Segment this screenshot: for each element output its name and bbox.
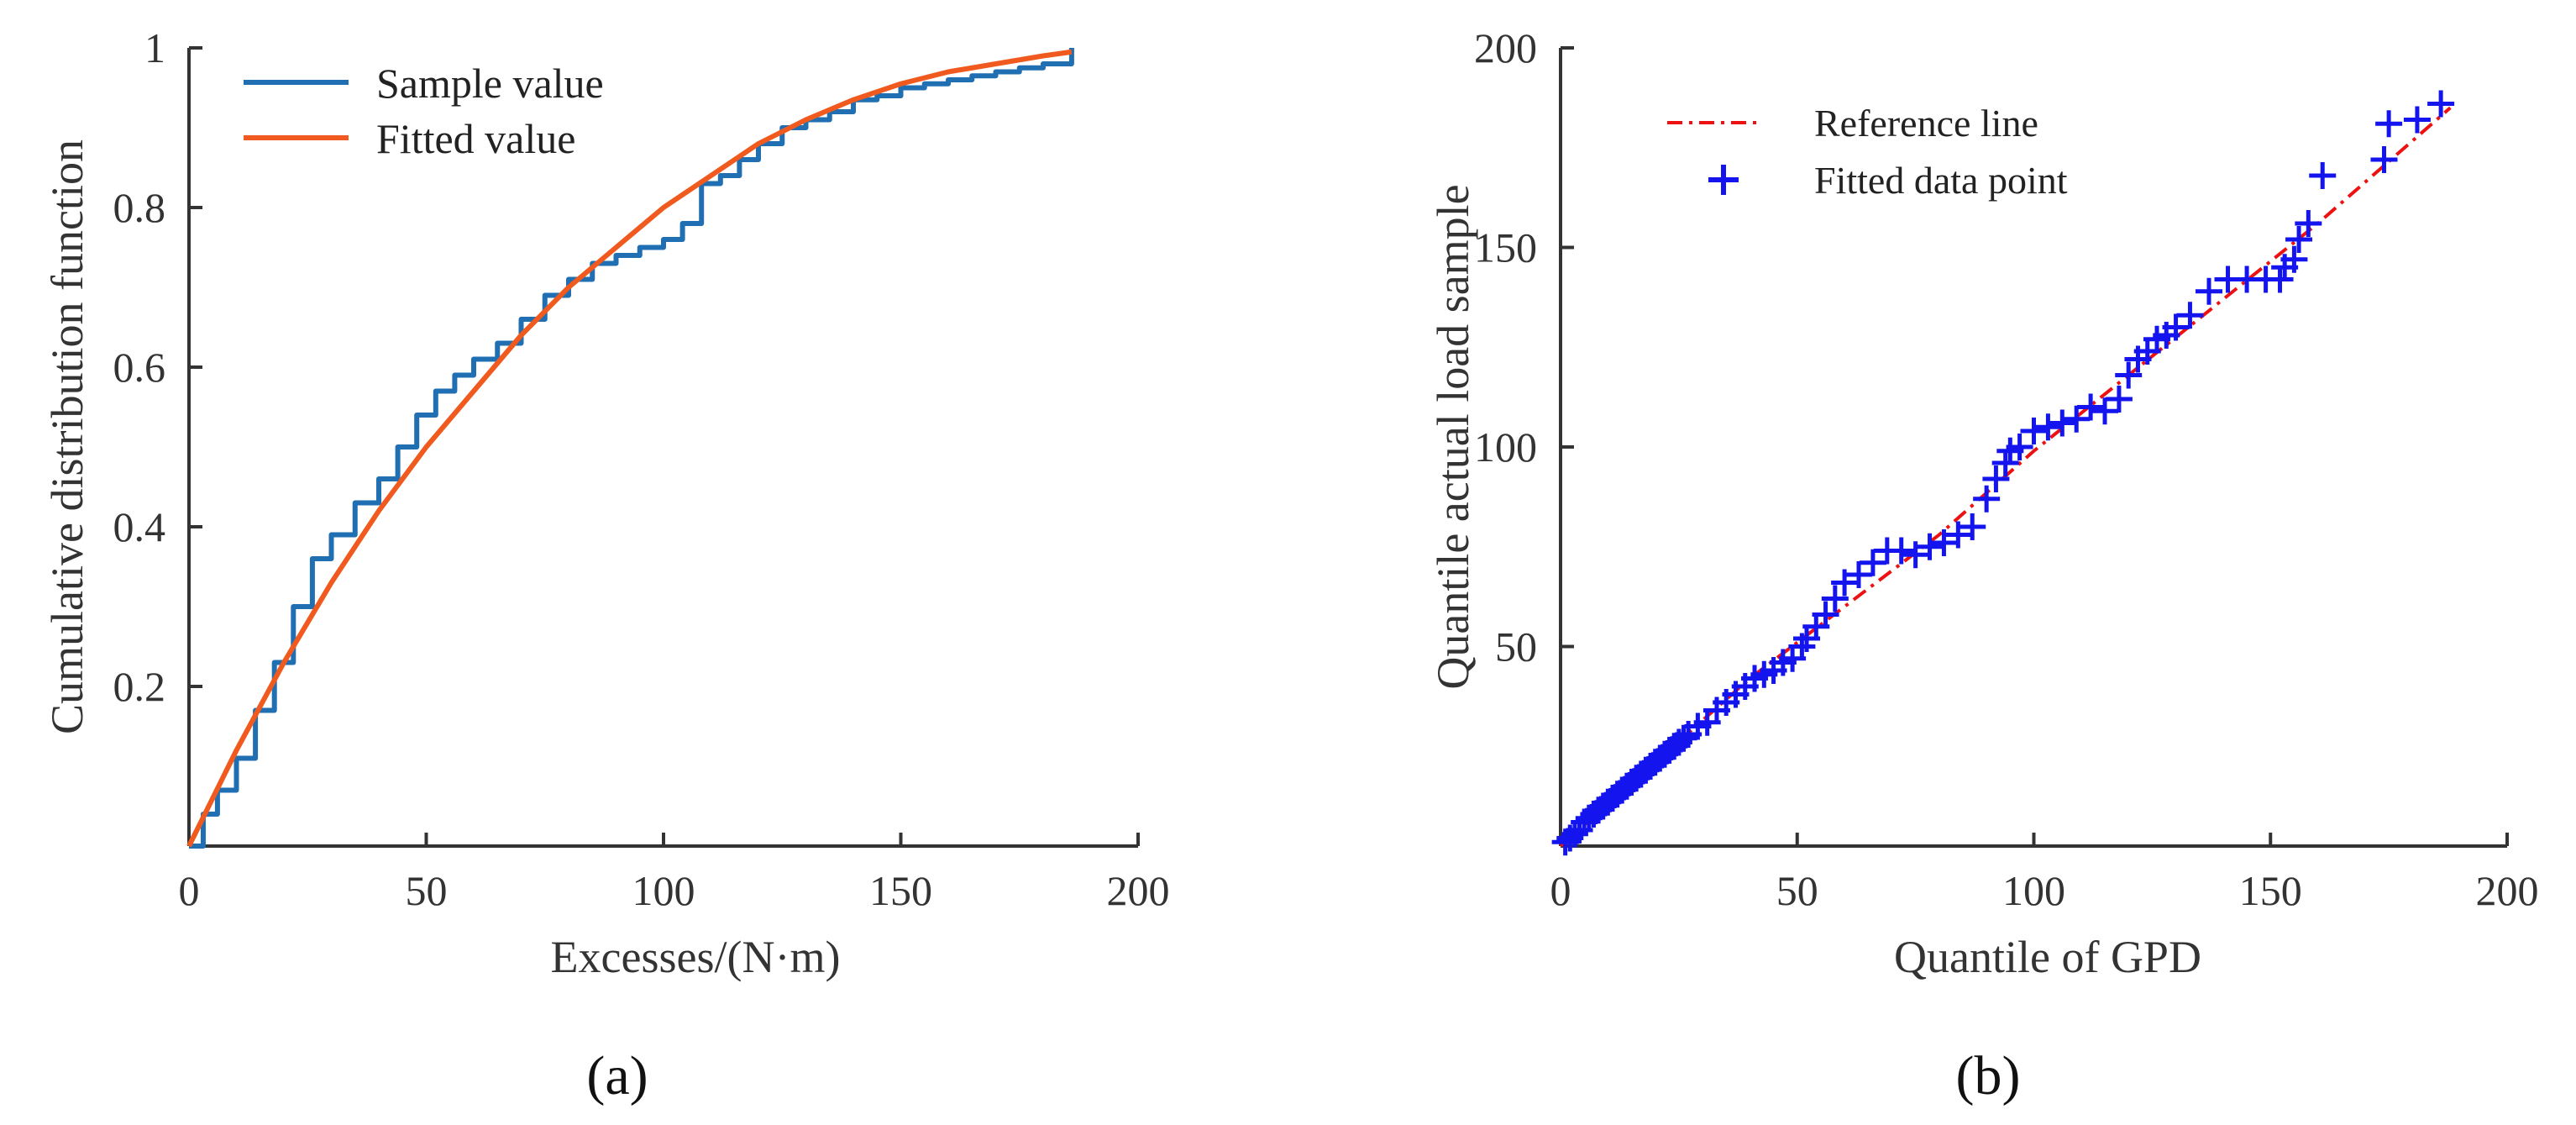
chart-b-ytick-label: 50 bbox=[1495, 623, 1537, 670]
chart-b-data-point bbox=[1982, 465, 2010, 492]
chart-a-xtick-label: 0 bbox=[179, 867, 200, 914]
chart-b-data-point bbox=[1916, 533, 1944, 560]
chart-b-data-point bbox=[1831, 569, 1859, 597]
chart-b-legend-label-reference: Reference line bbox=[1814, 102, 2038, 145]
chart-b-data-point bbox=[1973, 485, 2001, 513]
chart-a-ytick-label: 1 bbox=[144, 24, 165, 71]
chart-b-data-point bbox=[1670, 724, 1697, 752]
chart-b-data-point bbox=[1887, 537, 1915, 565]
chart-b-ytick-label: 150 bbox=[1474, 224, 1537, 271]
chart-a-legend: Sample value Fitted value bbox=[244, 60, 604, 162]
chart-b-data-point bbox=[2115, 361, 2143, 389]
chart-b-data-point bbox=[1944, 521, 1972, 549]
chart-a-ytick-label: 0.2 bbox=[113, 663, 166, 710]
chart-b-data-point bbox=[2309, 162, 2337, 189]
chart-b-xtick-label: 100 bbox=[2002, 867, 2065, 914]
chart-a-ytick-label: 0.8 bbox=[113, 184, 166, 231]
chart-b-data-point bbox=[2285, 226, 2313, 253]
chart-b-data-point bbox=[2280, 245, 2308, 273]
chart-b-data-point bbox=[2063, 405, 2091, 433]
chart-b-data-point bbox=[2091, 397, 2119, 425]
chart-b-ytick-label: 100 bbox=[1474, 423, 1537, 471]
chart-b-xtick-label: 150 bbox=[2239, 867, 2302, 914]
chart-b-data-point bbox=[1821, 585, 1849, 612]
chart-a-ylabel: Cumulative distribution function bbox=[42, 139, 92, 734]
chart-b-ticks: 0 50 100 150 200 50 100 150 200 bbox=[1474, 24, 2539, 914]
chart-b-data-point bbox=[1991, 449, 2019, 476]
chart-b-data-point bbox=[2049, 409, 2076, 437]
chart-b-data-point bbox=[1930, 529, 1958, 556]
chart-a-series bbox=[186, 48, 1074, 849]
chart-b-data-point bbox=[2196, 277, 2222, 305]
chart-a-axes bbox=[187, 48, 1138, 848]
chart-b-ylabel: Quantile actual load sample bbox=[1428, 184, 1478, 689]
chart-b-data-point bbox=[2176, 302, 2204, 329]
chart-b-xtick-label: 50 bbox=[1776, 867, 1818, 914]
chart-b-data-point bbox=[2266, 265, 2294, 293]
chart-a-legend-label-fitted: Fitted value bbox=[376, 115, 575, 162]
chart-b-data-point bbox=[2006, 434, 2033, 460]
chart-b-data-point bbox=[2370, 146, 2398, 173]
chart-a-series-fitted-value bbox=[186, 49, 1073, 848]
chart-b-data-point bbox=[1959, 513, 1986, 540]
chart-b-data-point bbox=[2034, 413, 2062, 441]
chart-a-ytick-label: 0.4 bbox=[113, 503, 166, 550]
chart-a-xtick-label: 150 bbox=[869, 867, 932, 914]
chart-b-legend-label-points: Fitted data point bbox=[1814, 159, 2068, 202]
chart-b-legend-plus-glyph bbox=[1708, 165, 1739, 195]
chart-b-data-point bbox=[2020, 418, 2048, 444]
chart-b-data-point bbox=[1845, 561, 1872, 588]
chart-a-legend-label-sample: Sample value bbox=[376, 60, 604, 107]
chart-a-xtick-label: 100 bbox=[632, 867, 695, 914]
chart-a-ytick-label: 0.6 bbox=[113, 344, 166, 391]
chart-b-ytick-label: 200 bbox=[1474, 24, 1537, 71]
chart-b-data-point bbox=[2162, 313, 2190, 341]
chart-b-legend: Reference line Fitted data point bbox=[1667, 102, 2068, 202]
chart-a-xtick-label: 50 bbox=[406, 867, 448, 914]
chart-b-series bbox=[1551, 90, 2455, 856]
chart-b-data-point bbox=[2375, 110, 2403, 138]
chart-b-data-point bbox=[2403, 106, 2431, 134]
chart-a-ticks: 0 50 100 150 200 0.2 0.4 0.6 0.8 1 bbox=[113, 24, 1170, 914]
chart-b-data-point bbox=[1902, 541, 1929, 569]
chart-b-xtick-label: 0 bbox=[1550, 867, 1571, 914]
chart-a-xtick-label: 200 bbox=[1107, 867, 1170, 914]
chart-a-xlabel: Excesses/(N·m) bbox=[551, 932, 841, 982]
chart-b-legend-swatch-points bbox=[1708, 165, 1739, 195]
chart-b-xlabel: Quantile of GPD bbox=[1894, 932, 2201, 982]
chart-a: 0 50 100 150 200 0.2 0.4 0.6 0.8 1 Excesses/(N·m)… bbox=[42, 24, 1170, 1107]
chart-b-data-point bbox=[2077, 393, 2105, 421]
chart-b-data-point bbox=[2295, 210, 2322, 237]
chart-b-data-point bbox=[2105, 386, 2133, 413]
chart-b-data-point bbox=[1812, 601, 1839, 628]
chart-a-series-sample-value bbox=[189, 48, 1074, 849]
chart-b-data-point bbox=[2427, 90, 2455, 118]
chart-b-xtick-label: 200 bbox=[2476, 867, 2539, 914]
chart-b-caption: (b) bbox=[1956, 1045, 2021, 1107]
chart-b-data-point bbox=[1859, 549, 1886, 576]
chart-a-caption: (a) bbox=[586, 1045, 648, 1107]
